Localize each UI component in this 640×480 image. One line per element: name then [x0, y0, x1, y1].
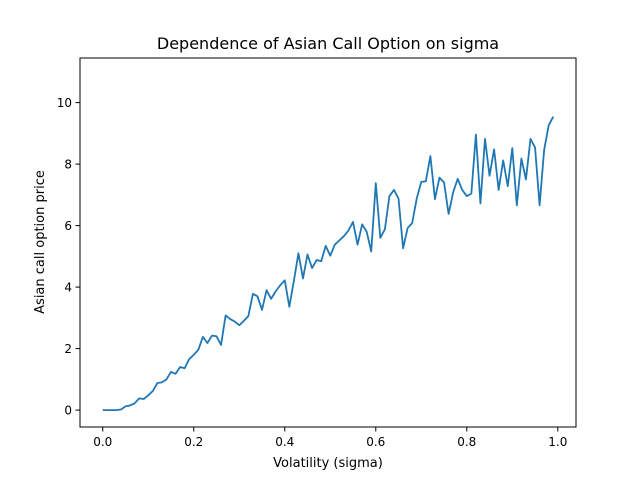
ticks-layer: 0.0 0.2 0.4 0.6 0.8 1.0 0 2 4 6 8 10 [57, 96, 568, 449]
axes-frame [79, 57, 577, 428]
y-tick-label: 10 [57, 96, 72, 110]
y-tick-label: 2 [64, 342, 72, 356]
y-tick-label: 0 [64, 404, 72, 418]
x-tick-label: 0.2 [184, 435, 203, 449]
y-tick-label: 6 [64, 219, 72, 233]
x-tick-label: 0.8 [457, 435, 476, 449]
series-line [102, 116, 555, 411]
x-axis-label: Volatility (sigma) [273, 456, 383, 471]
y-tick-label: 8 [64, 158, 72, 172]
chart-title: Dependence of Asian Call Option on sigma [157, 34, 499, 53]
y-tick-label: 4 [64, 281, 72, 295]
x-tick-label: 0.0 [93, 435, 112, 449]
x-tick-label: 0.4 [275, 435, 294, 449]
series-layer [102, 116, 555, 411]
y-axis-label: Asian call option price [33, 170, 48, 314]
x-tick-label: 1.0 [548, 435, 567, 449]
x-tick-label: 0.6 [366, 435, 385, 449]
plot-area-border [79, 57, 577, 428]
